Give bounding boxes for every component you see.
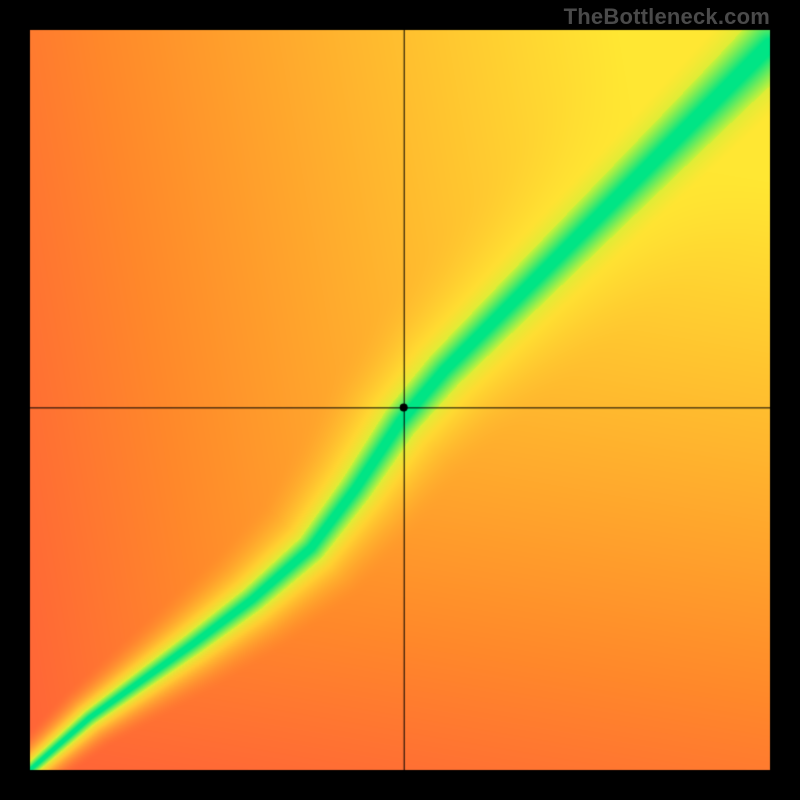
chart-container: TheBottleneck.com: [0, 0, 800, 800]
watermark-label: TheBottleneck.com: [564, 4, 770, 30]
heatmap-canvas: [0, 0, 800, 800]
